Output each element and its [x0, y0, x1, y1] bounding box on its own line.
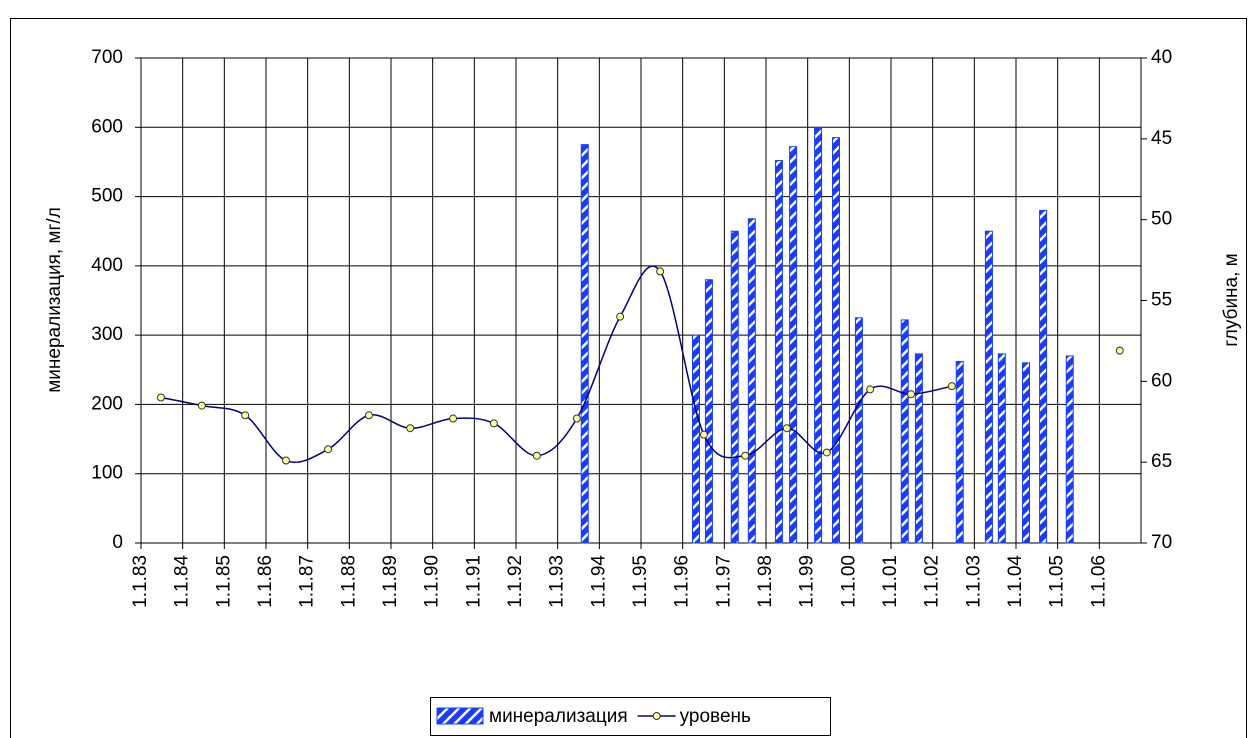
x-tick-label: 1.1.95	[630, 555, 651, 608]
x-tick-label: 1.1.84	[172, 555, 193, 608]
y2-tick-label: 50	[1151, 209, 1172, 230]
bar	[692, 334, 700, 544]
y2-tick-label: 45	[1151, 128, 1172, 149]
line-marker	[822, 448, 831, 457]
bar	[900, 319, 909, 544]
bar	[832, 137, 840, 544]
bar	[854, 317, 863, 544]
y2-tick-label: 40	[1151, 47, 1172, 68]
y-tick-label: 300	[91, 324, 123, 345]
x-tick-label: 1.1.87	[297, 555, 318, 608]
bar	[747, 218, 756, 544]
x-tick-label: 1.1.99	[797, 555, 818, 608]
y-tick-label: 200	[91, 393, 123, 414]
line-marker	[449, 414, 458, 423]
x-tick-label: 1.1.94	[588, 555, 609, 608]
bar	[1022, 362, 1030, 544]
line-marker	[406, 424, 415, 433]
x-tick-label: 1.1.98	[755, 555, 776, 608]
x-tick-label: 1.1.88	[338, 555, 359, 608]
line-marker	[197, 401, 206, 410]
line-marker	[364, 411, 373, 420]
line-marker	[157, 393, 165, 402]
legend: минерализация уровень	[430, 697, 831, 736]
legend-swatch	[436, 707, 484, 725]
legend-label: минерализация	[489, 706, 628, 727]
legend-box	[430, 697, 831, 736]
y2-tick-label: 65	[1151, 451, 1172, 472]
line-marker	[699, 430, 708, 439]
bar	[997, 353, 1006, 544]
legend-swatch-marker	[652, 712, 661, 720]
x-tick-label: 1.1.06	[1088, 555, 1109, 608]
y2-tick-label: 60	[1151, 370, 1172, 391]
line-marker	[947, 382, 956, 391]
bar	[1039, 209, 1048, 544]
x-tick-label: 1.1.01	[880, 555, 901, 608]
bar	[789, 146, 798, 544]
line-marker	[866, 385, 875, 394]
bar	[1065, 355, 1074, 544]
line-marker	[1115, 346, 1124, 355]
y-tick-label: 700	[91, 47, 123, 68]
x-tick-label: 1.1.04	[1005, 555, 1026, 608]
bar	[814, 126, 823, 544]
bar	[984, 230, 993, 544]
line-marker	[907, 390, 915, 399]
x-tick-label: 1.1.85	[213, 555, 234, 608]
x-tick-label: 1.1.83	[130, 555, 151, 608]
x-tick-label: 1.1.93	[547, 555, 568, 608]
bar	[580, 144, 589, 544]
line-marker	[241, 411, 250, 420]
line-marker	[324, 445, 333, 454]
x-tick-label: 1.1.91	[463, 555, 484, 608]
bar	[704, 279, 713, 544]
x-tick-label: 1.1.03	[963, 555, 984, 608]
x-tick-label: 1.1.92	[505, 555, 526, 608]
x-tick-label: 1.1.89	[380, 555, 401, 608]
y2-tick-label: 70	[1151, 532, 1172, 553]
line-marker	[616, 312, 625, 321]
bar	[914, 353, 923, 544]
x-tick-label: 1.1.96	[672, 555, 693, 608]
line-marker	[656, 267, 665, 276]
y-axis-label: минерализация, мг/л	[44, 207, 65, 393]
x-tick-label: 1.1.97	[713, 555, 734, 608]
bar	[730, 230, 739, 544]
y-tick-label: 500	[91, 186, 123, 207]
line-marker	[282, 456, 290, 465]
x-tick-label: 1.1.02	[922, 555, 943, 608]
y2-axis-label: глубина, м	[1221, 253, 1242, 347]
bar	[774, 160, 783, 544]
x-tick-label: 1.1.86	[255, 555, 276, 608]
x-tick-label: 1.1.05	[1047, 555, 1068, 608]
legend-label: уровень	[680, 706, 751, 727]
line-marker	[489, 419, 498, 428]
line-marker	[572, 414, 581, 423]
line-marker	[532, 451, 541, 460]
y-tick-label: 100	[91, 463, 123, 484]
y-tick-label: 600	[91, 116, 123, 137]
x-tick-label: 1.1.90	[422, 555, 443, 608]
bar	[955, 360, 964, 544]
chart-frame	[10, 18, 1247, 738]
y2-tick-label: 55	[1151, 290, 1172, 311]
x-tick-label: 1.1.00	[838, 555, 859, 608]
y-tick-label: 400	[91, 255, 123, 276]
line-marker	[741, 451, 750, 460]
y-tick-label: 0	[112, 532, 123, 553]
line-marker	[782, 424, 791, 433]
